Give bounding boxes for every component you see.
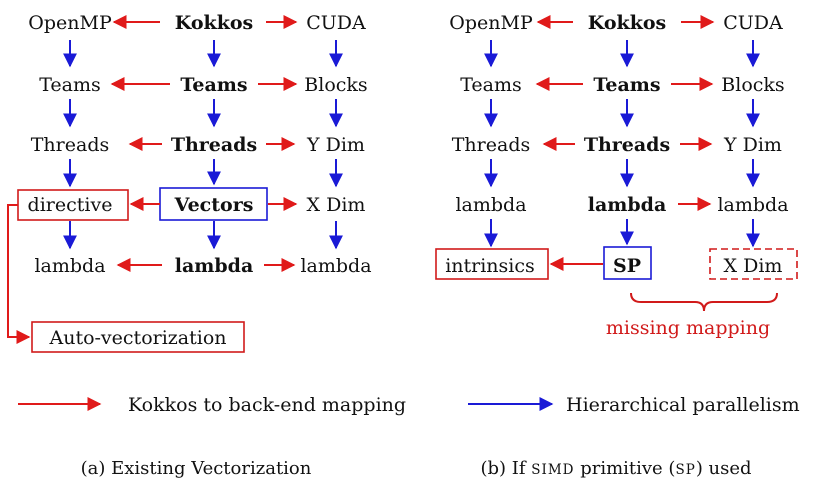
a-lambda-kokkos-label: lambda [175, 255, 254, 277]
legend-blue-label: Hierarchical parallelism [566, 394, 800, 416]
a-teams-kokkos-label: Teams [180, 74, 247, 96]
a-directive-label: directive [28, 194, 113, 216]
caption-b-mid: primitive ( [574, 458, 675, 479]
b-cuda-label: CUDA [723, 12, 783, 34]
b-lambda-kokkos-label: lambda [588, 194, 667, 216]
b-lambda-openmp-label: lambda [455, 194, 526, 216]
b-sp-box [603, 246, 652, 280]
caption-b-suffix: ) used [696, 458, 752, 479]
b-lambda-cuda-label: lambda [717, 194, 788, 216]
caption-a: (a) Existing Vectorization [81, 458, 312, 479]
b-threads-openmp-label: Threads [452, 134, 530, 156]
b-intrinsics-box [435, 248, 549, 280]
a-cuda-label: CUDA [306, 12, 366, 34]
caption-b-sp: SP [675, 462, 695, 478]
a-auto-vectorization-label: Auto-vectorization [48, 327, 226, 349]
a-threads-openmp-label: Threads [31, 134, 109, 156]
diagram-a: OpenMP Teams Threads directive lambda Ko… [7, 12, 372, 353]
b-kokkos-label: Kokkos [588, 12, 666, 34]
b-sp-label: SP [613, 255, 641, 277]
b-missing-mapping-label: missing mapping [606, 317, 770, 339]
a-arrow-directive-autovec [7, 204, 31, 344]
a-vectors-label: Vectors [174, 194, 254, 216]
b-blocks-label: Blocks [721, 74, 784, 96]
b-xdim-dashed-box [709, 248, 798, 280]
a-blocks-label: Blocks [304, 74, 367, 96]
b-teams-kokkos-label: Teams [593, 74, 660, 96]
b-xdim-label: X Dim [724, 255, 783, 277]
diagram-b: OpenMP Teams Threads lambda intrinsics K… [435, 12, 798, 339]
a-ydim-label: Y Dim [306, 134, 365, 156]
a-openmp-label: OpenMP [28, 12, 112, 34]
b-openmp-label: OpenMP [449, 12, 533, 34]
a-lambda-cuda-label: lambda [300, 255, 371, 277]
a-xdim-label: X Dim [307, 194, 366, 216]
a-teams-openmp-label: Teams [39, 74, 101, 96]
legend: Kokkos to back-end mapping Hierarchical … [18, 394, 800, 416]
a-lambda-openmp-label: lambda [34, 255, 105, 277]
caption-b-simd: SIMD [531, 462, 574, 478]
caption-b: (b) If SIMD primitive (SP) used [480, 458, 751, 479]
b-threads-kokkos-label: Threads [584, 134, 670, 156]
b-teams-openmp-label: Teams [460, 74, 522, 96]
a-auto-vectorization-box [31, 321, 245, 353]
legend-red-label: Kokkos to back-end mapping [128, 394, 406, 416]
a-kokkos-label: Kokkos [175, 12, 253, 34]
b-intrinsics-label: intrinsics [445, 255, 535, 277]
b-missing-mapping-brace [630, 292, 778, 312]
b-ydim-label: Y Dim [723, 134, 782, 156]
caption-b-prefix: (b) If [480, 458, 531, 479]
a-threads-kokkos-label: Threads [171, 134, 257, 156]
